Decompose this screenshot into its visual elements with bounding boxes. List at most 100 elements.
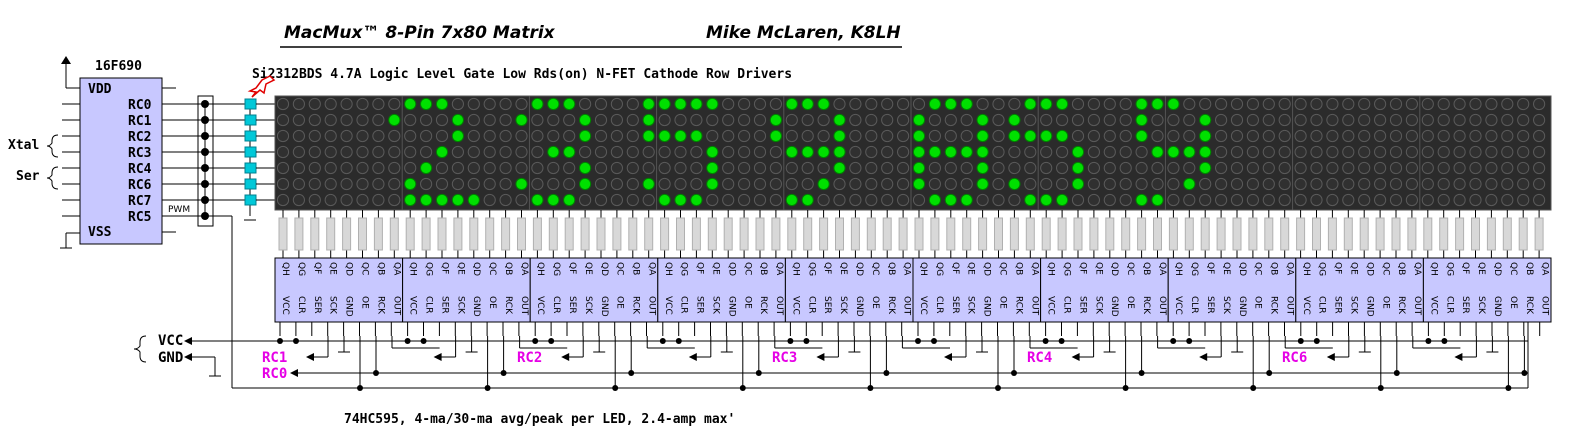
- led-off: [785, 161, 798, 175]
- chip-pin-top: QC: [1125, 262, 1135, 275]
- led-off: [340, 113, 353, 127]
- chip-pin-bottom: OUT: [519, 296, 529, 316]
- led-on: [928, 193, 942, 207]
- bus-junction: [548, 338, 555, 344]
- led-off: [1501, 113, 1514, 127]
- chip-pin-bottom: GND: [1492, 296, 1502, 317]
- led-off: [308, 161, 321, 175]
- led-on: [1071, 161, 1085, 175]
- led-off: [1056, 161, 1069, 175]
- chip-pin-bottom: VCC: [1428, 296, 1438, 315]
- led-on: [1199, 161, 1212, 175]
- chip-pin-top: QD: [726, 262, 736, 276]
- led-off: [642, 145, 655, 159]
- chip-pin-bottom: SCK: [1349, 296, 1359, 315]
- chip-pin-top: QC: [360, 262, 370, 275]
- column-resistor: [596, 217, 606, 251]
- chip-pin-top: QG: [1062, 262, 1072, 276]
- led-off: [292, 177, 305, 191]
- led-off: [944, 177, 957, 191]
- chip-pin-top: QC: [998, 262, 1008, 275]
- led-off: [738, 177, 751, 191]
- chip-pin-top: QG: [1317, 262, 1327, 276]
- column-resistor: [294, 217, 304, 251]
- led-off: [865, 193, 878, 207]
- led-on: [833, 129, 846, 143]
- column-resistor: [771, 217, 781, 251]
- vdd-arrow-icon: [61, 56, 71, 64]
- led-off: [674, 145, 687, 159]
- bus-junction: [1441, 338, 1448, 344]
- led-off: [1342, 113, 1355, 127]
- fet-driver: [244, 98, 257, 110]
- led-on: [547, 145, 560, 159]
- led-off: [1246, 145, 1260, 159]
- chip-pin-top: QG: [679, 262, 689, 276]
- chip-pin-top: QH: [280, 262, 290, 276]
- chip-pin-top: QA: [1157, 262, 1167, 276]
- column-resistor: [1407, 217, 1417, 251]
- led-off: [738, 145, 751, 159]
- led-off: [738, 193, 751, 207]
- led-off: [1119, 145, 1132, 159]
- led-off: [1469, 113, 1482, 127]
- chip-pin-top: QC: [870, 262, 880, 275]
- column-resistor: [978, 217, 988, 251]
- chip-pin-top: QE: [1221, 262, 1231, 275]
- led-off: [308, 113, 321, 127]
- led-on: [912, 145, 926, 159]
- led-off: [276, 113, 290, 127]
- led-on: [960, 193, 973, 207]
- led-off: [276, 161, 290, 175]
- chip-pin-bottom: GND: [471, 296, 481, 317]
- led-on: [928, 97, 942, 111]
- led-off: [563, 161, 576, 175]
- led-off: [1310, 145, 1323, 159]
- led-off: [801, 129, 814, 143]
- column-resistor: [1105, 217, 1115, 251]
- bus-junction: [915, 338, 921, 344]
- led-off: [769, 177, 783, 191]
- led-off: [1453, 193, 1466, 207]
- led-off: [1374, 145, 1387, 159]
- led-on: [769, 129, 783, 143]
- led-off: [1199, 193, 1212, 207]
- column-resistor: [342, 217, 352, 251]
- led-off: [499, 177, 512, 191]
- led-off: [1294, 129, 1307, 143]
- led-off: [801, 161, 814, 175]
- column-resistor: [691, 217, 701, 251]
- led-off: [610, 193, 624, 207]
- led-off: [515, 129, 528, 143]
- chip-pin-top: QD: [982, 262, 992, 276]
- chip-pin-top: QG: [1444, 262, 1454, 276]
- chip-pin-bottom: CLR: [1189, 296, 1199, 314]
- led-off: [531, 113, 544, 127]
- led-off: [308, 97, 321, 111]
- column-resistor: [437, 217, 447, 251]
- led-on: [658, 193, 671, 207]
- led-off: [435, 129, 449, 143]
- led-off: [356, 193, 369, 207]
- led-off: [340, 129, 353, 143]
- led-off: [1103, 177, 1116, 191]
- led-off: [1485, 113, 1498, 127]
- ser-brace: [46, 166, 59, 190]
- led-off: [451, 177, 464, 191]
- column-resistor: [548, 217, 558, 251]
- column-resistor: [835, 217, 844, 251]
- led-on: [642, 97, 655, 111]
- led-off: [515, 193, 528, 207]
- chip-pin-bottom: CLR: [806, 296, 816, 314]
- led-off: [1056, 177, 1069, 191]
- led-on: [579, 113, 592, 127]
- led-on: [944, 193, 957, 207]
- led-off: [1278, 161, 1291, 175]
- chip-pin-bottom: OE: [1253, 296, 1263, 309]
- chip-pin-top: QF: [312, 262, 322, 274]
- led-off: [372, 145, 385, 159]
- led-off: [1469, 145, 1482, 159]
- chip-pin-top: QC: [1508, 262, 1518, 275]
- led-off: [753, 177, 767, 191]
- led-off: [1374, 113, 1387, 127]
